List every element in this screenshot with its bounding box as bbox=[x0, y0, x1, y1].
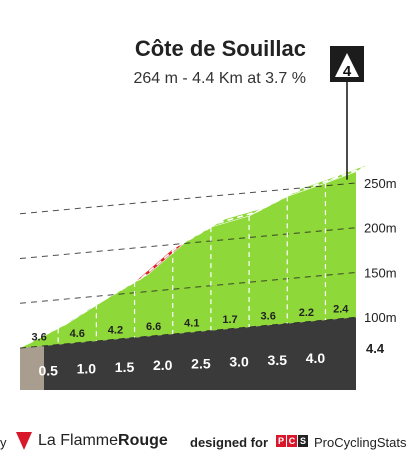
gradient-label-5: 1.7 bbox=[222, 314, 237, 326]
segment-centerline-5 bbox=[217, 211, 257, 224]
segment-centerline-2 bbox=[102, 277, 142, 301]
segment-centerline-7 bbox=[294, 178, 333, 194]
distance-label-0.5: 0.5 bbox=[38, 362, 58, 378]
procyclingstats-link[interactable]: ProCyclingStats bbox=[314, 435, 407, 450]
designed-for-label: designed for bbox=[190, 435, 269, 450]
segment-centerline-4 bbox=[179, 222, 219, 246]
segment-centerline-3 bbox=[141, 244, 181, 279]
pcs-letter-p: P bbox=[276, 435, 286, 447]
distance-label-4.0: 4.0 bbox=[306, 350, 326, 366]
x-end-label: 4.4 bbox=[366, 341, 385, 356]
elevation-gridline-100 bbox=[19, 316, 357, 349]
base-start-block bbox=[20, 345, 44, 390]
mountain-icon bbox=[335, 53, 359, 77]
elevation-gridline-250 bbox=[19, 182, 357, 215]
distance-label-3.0: 3.0 bbox=[229, 354, 249, 370]
elevation-gridline-200 bbox=[19, 227, 357, 259]
gradient-label-3: 6.6 bbox=[146, 321, 161, 333]
distance-label-2.5: 2.5 bbox=[191, 355, 211, 371]
distance-label-2.0: 2.0 bbox=[153, 357, 173, 373]
elevation-gridline-150 bbox=[19, 271, 357, 304]
distance-label-1.0: 1.0 bbox=[77, 361, 97, 377]
y-tick-label-250: 250m bbox=[364, 176, 397, 191]
brand-bold: Rouge bbox=[118, 432, 168, 449]
y-tick-label-100: 100m bbox=[364, 310, 397, 325]
gradient-label-6: 3.6 bbox=[261, 310, 276, 322]
climb-profile-chart: 100m 150m 200m 250m 3.6 4.6 4.2 6.6 4.1 1.7 3.6 2.2… bbox=[19, 46, 397, 390]
climb-title: Côte de Souillac bbox=[134, 36, 306, 61]
flag-icon bbox=[16, 432, 32, 450]
gradient-label-8: 2.4 bbox=[333, 304, 349, 316]
pcs-badge-icon: P C S bbox=[276, 435, 308, 447]
category-number: 4 bbox=[343, 63, 352, 80]
profile-face bbox=[20, 171, 356, 348]
gradient-label-1: 4.6 bbox=[70, 328, 85, 340]
gradient-label-7: 2.2 bbox=[299, 307, 314, 319]
distance-label-3.5: 3.5 bbox=[268, 352, 288, 368]
gradient-label-0: 3.6 bbox=[31, 331, 46, 343]
segment-centerline-1 bbox=[64, 299, 104, 326]
la-flamme-rouge-logo[interactable]: La Flamme Rouge bbox=[16, 432, 168, 450]
footer-cut-text: y bbox=[0, 435, 7, 450]
climb-stats: 264 m - 4.4 Km at 3.7 % bbox=[133, 70, 306, 87]
gradient-label-2: 4.2 bbox=[108, 324, 123, 336]
y-tick-label-150: 150m bbox=[364, 265, 397, 280]
segment-centerline-6 bbox=[255, 191, 295, 213]
brand-plain: La Flamme bbox=[38, 432, 119, 449]
y-tick-label-200: 200m bbox=[364, 221, 397, 236]
footer: y La Flamme Rouge designed for P C S ProC… bbox=[0, 432, 420, 456]
distance-label-1.5: 1.5 bbox=[115, 359, 135, 375]
pcs-letter-s: S bbox=[298, 435, 308, 447]
pcs-letter-c: C bbox=[287, 435, 297, 447]
distance-base bbox=[20, 317, 356, 390]
gradient-label-4: 4.1 bbox=[184, 317, 199, 329]
segment-centerline-8 bbox=[332, 166, 364, 180]
